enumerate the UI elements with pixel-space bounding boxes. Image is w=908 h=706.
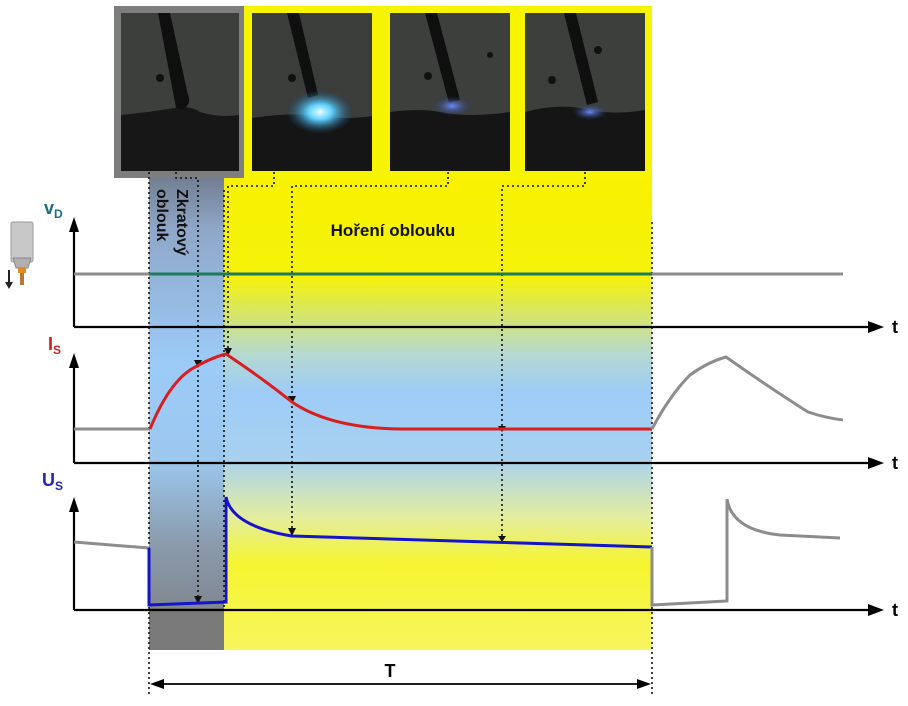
photo-arc-burning-2 <box>525 13 645 171</box>
voltage-curve-ghost-right <box>650 498 841 607</box>
photo-arc-ignition <box>252 13 372 171</box>
current-curve-ghost-right <box>650 355 844 430</box>
short-circuit-band-bottom <box>149 608 224 650</box>
axis-is-x-arrow <box>868 457 884 469</box>
label-short-arc: Zkratový oblouk <box>153 189 190 256</box>
photo-arc-burning-1 <box>390 13 510 171</box>
photo-leader-arrows <box>175 172 586 598</box>
period-dimension <box>150 679 651 689</box>
axis-is-y-arrow <box>69 353 79 368</box>
label-current: IS <box>48 334 61 357</box>
arc-burning-band <box>224 172 652 650</box>
label-time-1: t <box>892 317 898 337</box>
short-circuit-band <box>149 172 224 650</box>
welding-torch-icon <box>10 221 34 285</box>
label-arc-burning: Hoření oblouku <box>331 221 456 240</box>
voltage-curve <box>147 496 653 607</box>
svg-text:oblouk: oblouk <box>153 189 170 242</box>
axis-us <box>72 502 880 612</box>
label-voltage: US <box>42 470 63 493</box>
label-time-3: t <box>892 600 898 620</box>
axis-us-x-arrow <box>868 604 884 616</box>
photo-short-circuit <box>121 13 239 171</box>
label-period: T <box>385 661 396 681</box>
voltage-curve-ghost-left <box>73 540 150 550</box>
axis-vd-x-arrow <box>868 321 884 333</box>
arrow-down-icon <box>5 270 13 289</box>
label-feed-speed: vD <box>44 198 63 221</box>
boundary-lines <box>148 172 653 695</box>
svg-text:Zkratový: Zkratový <box>173 189 190 256</box>
axis-vd-y-arrow <box>69 217 79 232</box>
axis-is <box>72 358 880 465</box>
current-curve <box>148 352 652 431</box>
axis-us-y-arrow <box>69 497 79 512</box>
label-time-2: t <box>892 453 898 473</box>
